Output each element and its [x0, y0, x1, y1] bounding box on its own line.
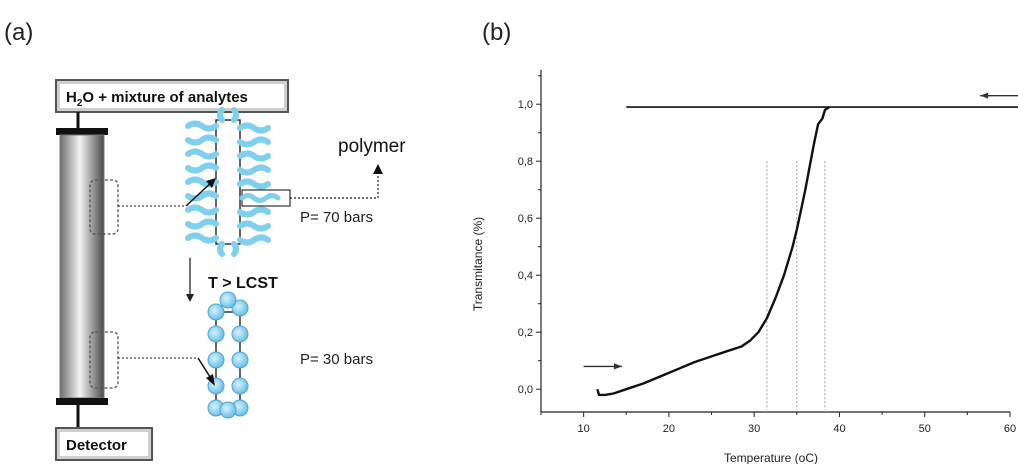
direction-arrowhead-left — [980, 92, 989, 99]
y-tick-label: 0,8 — [518, 156, 533, 168]
panel-b-label: (b) — [482, 19, 511, 46]
x-tick-label: 50 — [919, 423, 931, 435]
polymer-chain — [231, 107, 239, 123]
y-tick-label: 1,0 — [518, 99, 533, 111]
polymer-chain — [237, 178, 271, 190]
polymer-chain — [237, 206, 271, 218]
extended-polymer-brushes: polymer P= 70 bars — [185, 107, 406, 257]
pressure-low-label: P= 30 bars — [300, 351, 373, 368]
polymer-chain — [237, 234, 271, 246]
detector-box: Detector — [55, 427, 153, 461]
transmittance-chart: 10 20 30 40 50 60 0,0 0,2 0,4 0,6 0,8 1,0 Temperatu… — [471, 70, 1018, 464]
chart-markers — [766, 161, 826, 410]
chart-arrows — [583, 92, 1018, 370]
y-axis-label: Transmitance (%) — [471, 217, 485, 311]
polymer-globule — [219, 291, 237, 309]
series-line-heating — [596, 106, 830, 397]
polymer-label: polymer — [338, 136, 406, 157]
chart-ticks: 10 20 30 40 50 60 0,0 0,2 0,4 0,6 0,8 1,0 — [518, 75, 1016, 435]
detector-label: Detector — [66, 437, 127, 454]
polymer-globule — [231, 325, 249, 343]
chromatography-column — [56, 112, 119, 428]
direction-arrowhead-right — [614, 363, 623, 370]
polymer-chain — [217, 107, 225, 123]
x-tick-label: 40 — [833, 423, 845, 435]
collapsed-polymer-globules: P= 30 bars — [197, 291, 373, 419]
chart-axes — [540, 70, 1010, 413]
y-tick-label: 0,6 — [518, 213, 533, 225]
polymer-chain — [185, 232, 219, 244]
transition-label: T > LCST — [208, 275, 278, 292]
chart-series — [596, 106, 1018, 397]
x-axis-label: Temperature (oC) — [724, 451, 818, 464]
polymer-chain — [231, 241, 239, 257]
x-tick-label: 10 — [578, 423, 590, 435]
polymer-chain — [185, 120, 219, 132]
polymer-chain — [185, 148, 219, 160]
polymer-globule — [207, 325, 225, 343]
y-tick-label: 0,4 — [518, 270, 533, 282]
polymer-globule — [231, 299, 249, 317]
polymer-chain — [237, 150, 271, 162]
pressure-high-label: P= 70 bars — [300, 209, 373, 226]
polymer-support-upper — [215, 119, 241, 245]
y-tick-label: 0,0 — [518, 384, 533, 396]
polymer-chain — [237, 220, 271, 232]
polymer-globule — [207, 303, 225, 321]
x-tick-label: 30 — [748, 423, 760, 435]
y-tick-label: 0,2 — [518, 327, 533, 339]
x-tick-label: 60 — [1004, 423, 1016, 435]
column-bottom-cap — [56, 398, 108, 405]
polymer-globule — [231, 351, 249, 369]
polymer-chain — [185, 190, 219, 202]
column-zone-upper — [89, 179, 119, 235]
polymer-chain — [237, 164, 271, 176]
column-top-cap — [56, 128, 108, 135]
x-tick-label: 20 — [663, 423, 675, 435]
panel-a: (a) H2O + mixture of analytes Detector — [4, 19, 406, 461]
polymer-chain — [237, 136, 271, 148]
panel-b: (b) 10 20 30 40 50 60 0,0 0,2 0,4 0,6 0,8 1,0 Tempe… — [471, 19, 1018, 464]
polymer-chain — [237, 122, 271, 134]
inlet-label: H2O + mixture of analytes — [66, 89, 248, 109]
polymer-globule — [219, 401, 237, 419]
polymer-chain — [185, 134, 219, 146]
inlet-box: H2O + mixture of analytes — [55, 79, 289, 113]
panel-a-label: (a) — [4, 19, 33, 46]
polymer-chain — [185, 204, 219, 216]
polymer-globule — [207, 351, 225, 369]
polymer-chains — [185, 107, 271, 257]
polymer-globule — [231, 377, 249, 395]
polymer-chain — [217, 241, 225, 257]
column-body — [59, 134, 105, 399]
globule-group — [207, 291, 249, 419]
column-zone-lower — [89, 331, 119, 389]
polymer-callout-line — [290, 172, 379, 199]
polymer-chain — [185, 162, 219, 174]
polymer-chain — [185, 218, 219, 230]
